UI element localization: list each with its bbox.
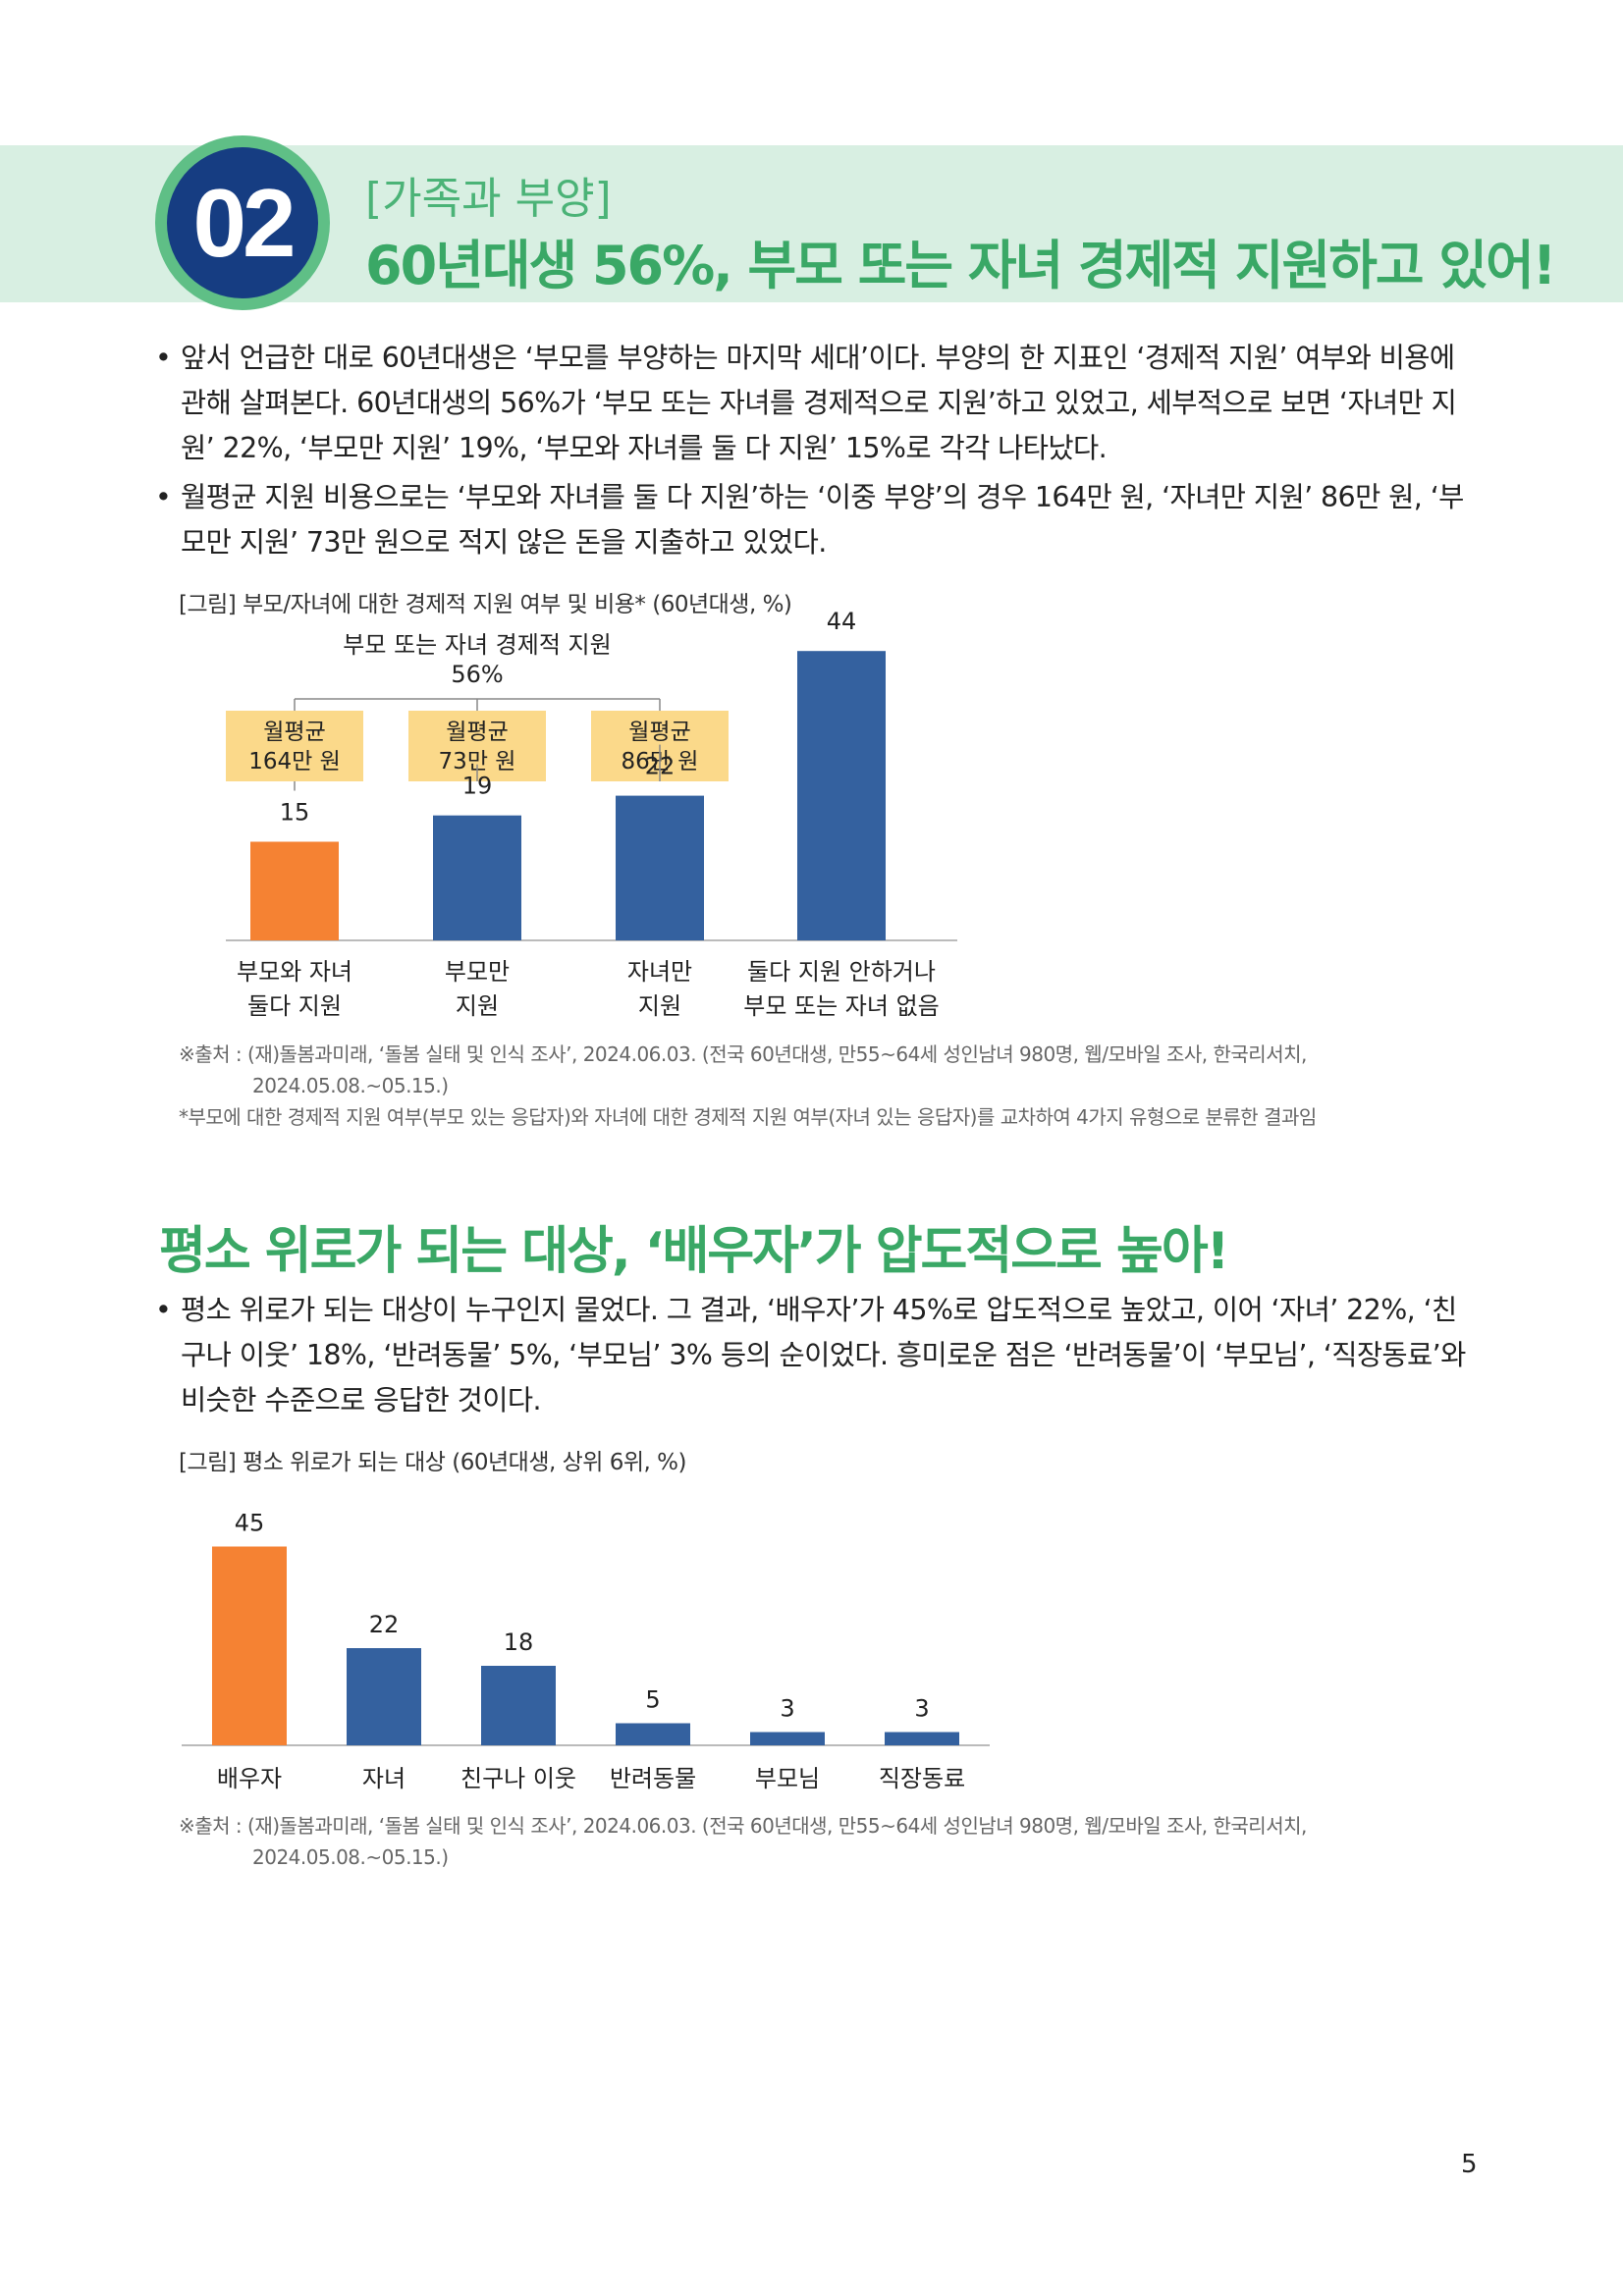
bullet-text: 월평균 지원 비용으로는 ‘부모와 자녀를 둘 다 지원’하는 ‘이중 부양’의… — [181, 481, 1464, 559]
bullet-dot: • — [155, 481, 172, 513]
bar — [616, 795, 704, 940]
source-date: 2024.05.08.~05.15.) — [252, 1074, 449, 1097]
source-date: 2024.05.08.~05.15.) — [252, 1845, 449, 1869]
bullet-text: 평소 위로가 되는 대상이 누구인지 물었다. 그 결과, ‘배우자’가 45%… — [181, 1294, 1466, 1416]
cost-callout-label: 월평균 — [446, 720, 508, 745]
figure1-source: ※출처 : (재)돌봄과미래, ‘돌봄 실태 및 인식 조사’, 2024.06… — [179, 1039, 1455, 1133]
bar-value-label: 22 — [369, 1611, 400, 1638]
page-number: 5 — [1461, 2150, 1478, 2179]
bar — [797, 651, 886, 940]
bar-value-label: 45 — [235, 1510, 265, 1537]
category-label: 자녀만 — [627, 958, 692, 986]
source-text: ※출처 : (재)돌봄과미래, ‘돌봄 실태 및 인식 조사’, 2024.06… — [179, 1042, 1307, 1066]
bar — [250, 841, 339, 940]
figure2-source: ※출처 : (재)돌봄과미래, ‘돌봄 실태 및 인식 조사’, 2024.06… — [179, 1810, 1455, 1873]
source-text: ※출처 : (재)돌봄과미래, ‘돌봄 실태 및 인식 조사’, 2024.06… — [179, 1814, 1307, 1838]
category-label: 지원 — [638, 992, 681, 1020]
bar — [481, 1666, 556, 1745]
category-label: 반려동물 — [610, 1765, 696, 1792]
cost-callout-label: 월평균 — [263, 720, 325, 745]
cost-callout-value: 164만 원 — [248, 749, 341, 774]
comfort-chart: 45 배우자 22 자녀 18 친구나 이웃 5 반려동물 3 부모님 3 직장동료 — [182, 1510, 990, 1792]
section-number: 02 — [167, 147, 318, 298]
bullet-item: • 평소 위로가 되는 대상이 누구인지 물었다. 그 결과, ‘배우자’가 45… — [155, 1288, 1473, 1423]
bar — [347, 1648, 421, 1745]
category-label: 부모만 — [445, 958, 510, 986]
bar-value-label: 15 — [280, 799, 310, 827]
section-kicker: [가족과 부양] — [365, 174, 612, 224]
bar — [750, 1732, 825, 1745]
bar — [433, 815, 521, 940]
cost-callout-label: 월평균 — [628, 720, 690, 745]
bullet-text: 앞서 언급한 대로 60년대생은 ‘부모를 부양하는 마지막 세대’이다. 부양… — [181, 342, 1457, 464]
category-label: 둘다 지원 — [247, 992, 342, 1020]
category-label: 지원 — [456, 992, 499, 1020]
category-label: 부모와 자녀 — [237, 958, 352, 986]
category-label: 배우자 — [217, 1765, 282, 1792]
category-label: 자녀 — [362, 1765, 406, 1792]
bullet-dot: • — [155, 1294, 172, 1326]
bar-value-label: 18 — [504, 1629, 534, 1656]
footnote: *부모에 대한 경제적 지원 여부(부모 있는 응답자)와 자녀에 대한 경제적… — [179, 1105, 1317, 1129]
bullet-item: • 월평균 지원 비용으로는 ‘부모와 자녀를 둘 다 지원’하는 ‘이중 부양’… — [155, 475, 1473, 565]
cost-callout — [226, 711, 363, 781]
bar-value-label: 3 — [914, 1695, 929, 1723]
bullet-dot: • — [155, 342, 172, 374]
group-label: 부모 또는 자녀 경제적 지원 — [343, 631, 611, 659]
group-label-value: 56% — [451, 661, 503, 688]
category-label: 부모님 — [755, 1765, 820, 1792]
bullet-item: • 앞서 언급한 대로 60년대생은 ‘부모를 부양하는 마지막 세대’이다. 부… — [155, 336, 1473, 471]
category-label: 친구나 이웃 — [460, 1765, 576, 1792]
bar — [212, 1546, 287, 1745]
figure1-caption: [그림] 부모/자녀에 대한 경제적 지원 여부 및 비용* (60년대생, %… — [179, 592, 792, 617]
section-number-badge: 02 — [155, 135, 330, 310]
figure2-caption: [그림] 평소 위로가 되는 대상 (60년대생, 상위 6위, %) — [179, 1450, 686, 1475]
bar — [616, 1723, 690, 1745]
section2-title: 평소 위로가 되는 대상, ‘배우자’가 압도적으로 높아! — [159, 1222, 1229, 1281]
bar-value-label: 3 — [780, 1695, 794, 1723]
category-label: 직장동료 — [879, 1765, 965, 1792]
bar — [885, 1732, 959, 1745]
bar-value-label: 44 — [827, 608, 857, 635]
category-label: 부모 또는 자녀 없음 — [743, 992, 940, 1020]
section2-bullets: • 평소 위로가 되는 대상이 누구인지 물었다. 그 결과, ‘배우자’가 45… — [155, 1288, 1473, 1427]
category-label: 둘다 지원 안하거나 — [747, 958, 936, 986]
section-title: 60년대생 56%, 부모 또는 자녀 경제적 지원하고 있어! — [365, 235, 1556, 296]
section1-bullets: • 앞서 언급한 대로 60년대생은 ‘부모를 부양하는 마지막 세대’이다. 부… — [155, 336, 1473, 569]
bar-value-label: 5 — [645, 1686, 660, 1714]
